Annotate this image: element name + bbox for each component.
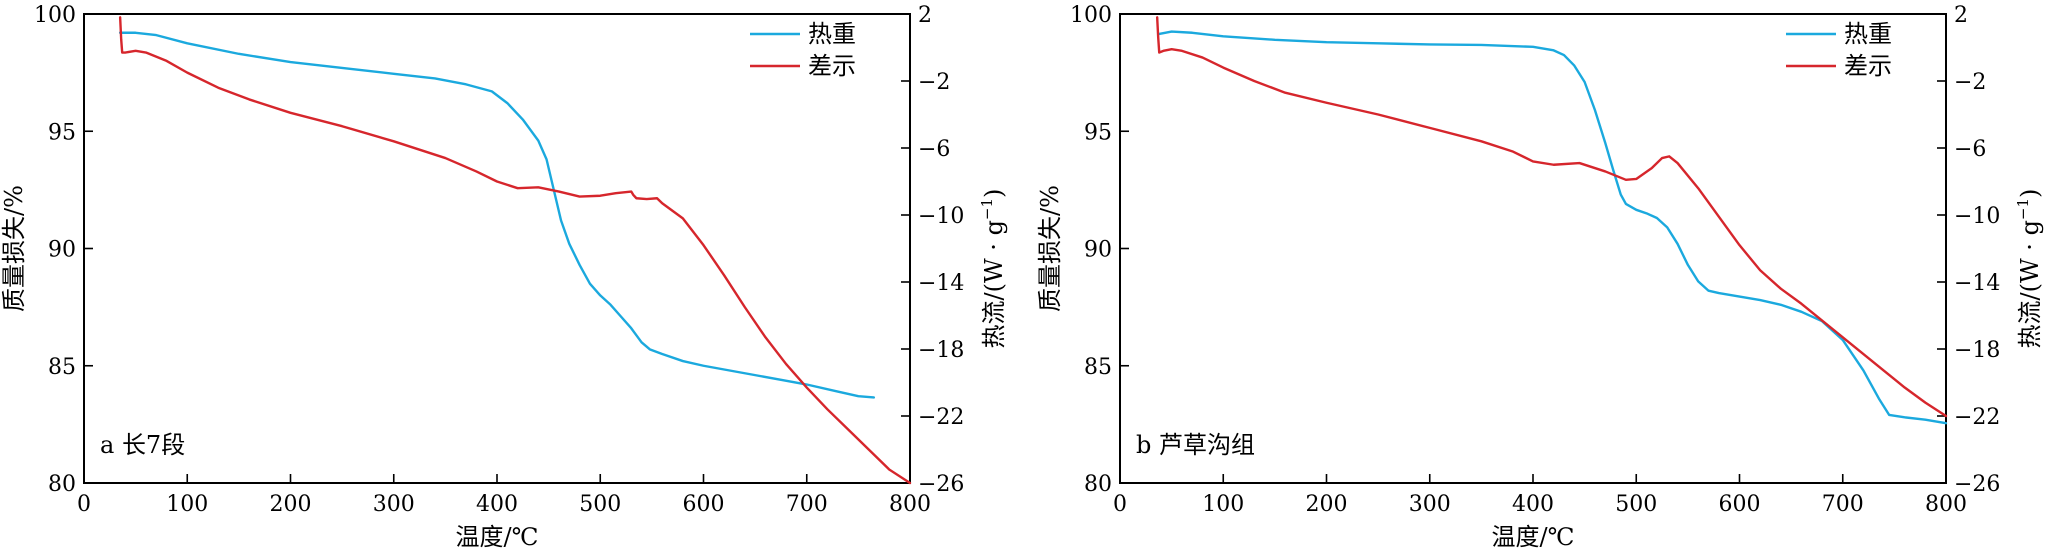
y-right-tick-label: −26 [918, 472, 964, 497]
y-left-tick-label: 95 [48, 120, 76, 145]
y-right-tick-label: −18 [1954, 338, 2000, 363]
series-line-tg [118, 31, 876, 399]
x-tick-label: 600 [683, 492, 725, 517]
x-tick-label: 800 [1925, 492, 1967, 517]
x-tick-label: 400 [476, 492, 518, 517]
y-left-tick-label: 100 [1070, 3, 1112, 28]
x-tick-label: 200 [1306, 492, 1348, 517]
y-left-axis-title: 质量损失/% [0, 185, 28, 312]
y-right-tick-label: −18 [918, 338, 964, 363]
x-tick-label: 700 [786, 492, 828, 517]
x-tick-label: 0 [1113, 492, 1127, 517]
x-tick-label: 100 [1202, 492, 1244, 517]
x-tick-label: 600 [1719, 492, 1761, 517]
x-tick-label: 700 [1822, 492, 1864, 517]
y-left-axis-title: 质量损失/% [1036, 185, 1064, 312]
y-left-tick-label: 85 [48, 355, 76, 380]
y-left-tick-label: 100 [34, 3, 76, 28]
x-axis-title: 温度/℃ [1492, 523, 1575, 551]
y-right-tick-label: −10 [1954, 204, 2000, 229]
y-left-tick-label: 80 [48, 472, 76, 497]
chart-panel-a: 0 100 200 300 400 500 600 700 800 80 85 90 95 100 −26 −… [0, 3, 1008, 551]
y-right-tick-label: −14 [918, 271, 964, 296]
series-line-dsc [118, 16, 912, 485]
y-right-axis-title: 热流/(W · g−1) [978, 189, 1008, 349]
y-right-tick-label: −2 [918, 70, 950, 95]
legend-label-dsc: 差示 [808, 52, 856, 80]
x-tick-label: 0 [77, 492, 91, 517]
legend-label-tg: 热重 [808, 20, 856, 48]
y-right-tick-label: 2 [1954, 3, 1968, 28]
chart-panel-b: 0 100 200 300 400 500 600 700 800 80 85 90 95 100 −26 −… [1036, 3, 2044, 551]
series-line-dsc [1155, 16, 1948, 418]
legend-label-tg: 热重 [1844, 20, 1892, 48]
panel-label: b 芦草沟组 [1136, 431, 1255, 459]
y-left-tick-label: 90 [48, 238, 76, 263]
panel-label: a 长7段 [100, 431, 185, 459]
y-right-tick-label: −10 [918, 204, 964, 229]
y-left-tick-label: 90 [1084, 238, 1112, 263]
x-tick-label: 200 [270, 492, 312, 517]
plot-frame [1119, 13, 1947, 484]
y-right-tick-label: −22 [1954, 405, 2000, 430]
y-right-axis-title: 热流/(W · g−1) [2014, 189, 2044, 349]
y-left-tick-label: 80 [1084, 472, 1112, 497]
y-right-tick-label: −26 [1954, 472, 2000, 497]
y-right-tick-label: −6 [918, 137, 950, 162]
x-tick-label: 300 [373, 492, 415, 517]
y-right-tick-label: 2 [918, 3, 932, 28]
x-tick-label: 100 [166, 492, 208, 517]
y-right-tick-label: −6 [1954, 137, 1986, 162]
x-tick-label: 800 [889, 492, 931, 517]
x-tick-label: 400 [1512, 492, 1554, 517]
series-line-tg [1158, 30, 1948, 425]
x-tick-label: 300 [1409, 492, 1451, 517]
x-axis-title: 温度/℃ [456, 523, 539, 551]
x-tick-label: 500 [1615, 492, 1657, 517]
y-right-tick-label: −22 [918, 405, 964, 430]
y-left-tick-label: 95 [1084, 120, 1112, 145]
legend-label-dsc: 差示 [1844, 52, 1892, 80]
y-left-tick-label: 85 [1084, 355, 1112, 380]
plot-frame [83, 13, 911, 484]
y-right-tick-label: −14 [1954, 271, 2000, 296]
x-tick-label: 500 [579, 492, 621, 517]
y-right-tick-label: −2 [1954, 70, 1986, 95]
